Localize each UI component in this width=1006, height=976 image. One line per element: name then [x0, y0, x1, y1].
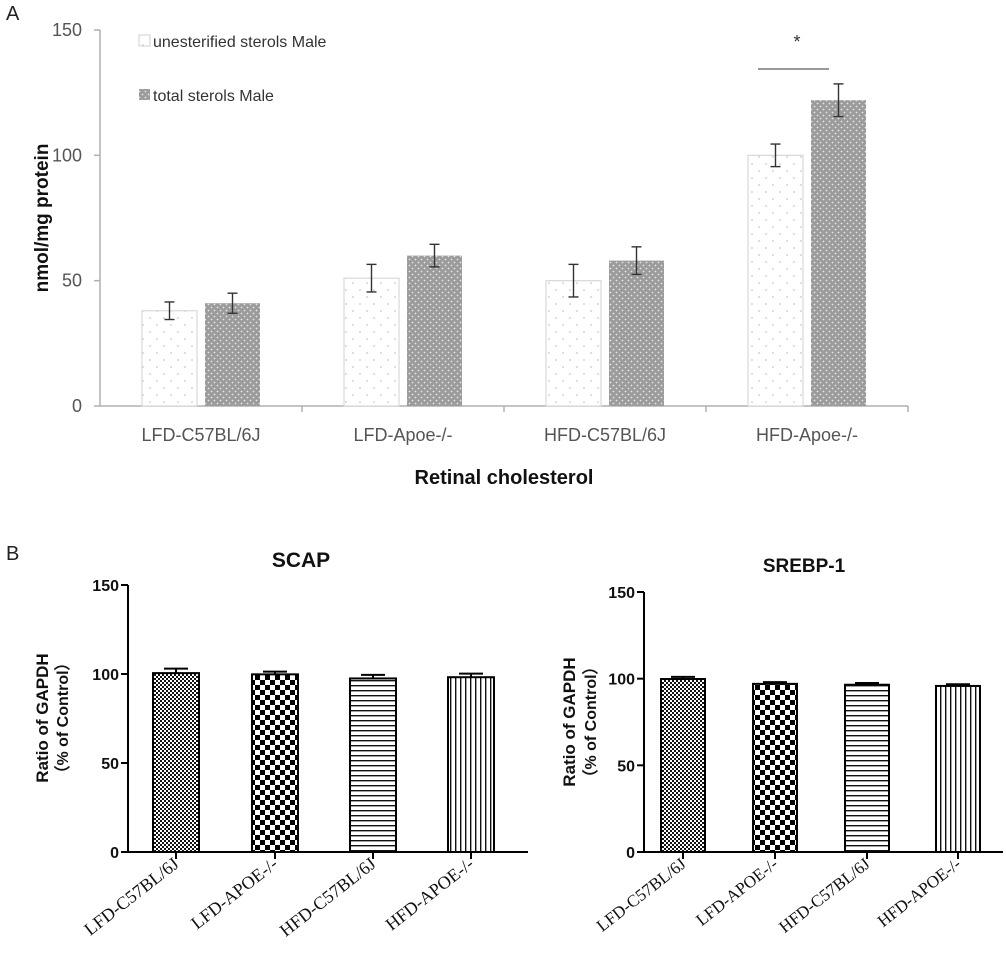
bar-a-total-sterols-male-lfd-c57bl-6j [205, 303, 260, 406]
panel-label-a: A [6, 3, 20, 25]
chart-br-xtick-label: LFD-APOE-/- [692, 854, 781, 930]
chart-bl-xtick-label: LFD-C57BL/6J [80, 853, 182, 939]
significance-star: * [793, 32, 800, 52]
chart-a: 0 50 100 150 LFD-C57BL/6J LFD-Apoe-/- HFD-C57… [32, 20, 909, 489]
chart-bl-ytick-label: 0 [110, 845, 119, 862]
chart-bl-ytick-label: 50 [101, 756, 119, 773]
bar-br-lfd-c57bl-6j [660, 678, 706, 853]
chart-a-xtick-label: HFD-Apoe-/- [756, 425, 858, 445]
chart-a-ylabel: nmol/mg protein [32, 144, 53, 293]
chart-br-ytick-label: 0 [626, 845, 635, 862]
chart-a-xtick-label: LFD-Apoe-/- [353, 425, 452, 445]
chart-b-right: SREBP-1 0 50 100 150 LFD-C57BL/6J LFD-APOE-/… [560, 556, 1003, 937]
chart-a-xtick-label: HFD-C57BL/6J [544, 425, 666, 445]
bar-a-unesterified-sterols-male-hfd-apoe [747, 154, 804, 407]
chart-bl-ytick-label: 150 [92, 578, 119, 595]
chart-b-right-ylabel: Ratio of GAPDH [560, 657, 579, 786]
chart-br-ytick-label: 50 [617, 758, 635, 775]
chart-bl-xtick-label: LFD-APOE-/- [187, 853, 281, 933]
chart-a-ytick-label: 150 [52, 20, 82, 40]
bar-br-hfd-apoe [935, 684, 981, 853]
chart-b-left-title: SCAP [272, 549, 330, 572]
chart-a-ytick-label: 100 [52, 145, 82, 165]
bar-a-total-sterols-male-lfd-apoe [407, 255, 462, 406]
bar-a-total-sterols-male-hfd-apoe [811, 100, 866, 406]
chart-a-legend: unesterified sterols Male total sterols … [138, 34, 327, 105]
legend-swatch-unesterified [138, 34, 151, 47]
chart-a-xtick-label: LFD-C57BL/6J [141, 425, 260, 445]
bar-br-lfd-apoe [752, 682, 798, 853]
chart-bl-xtick-label: HFD-APOE-/- [382, 853, 478, 934]
bar-a-unesterified-sterols-male-lfd-apoe [343, 277, 400, 407]
chart-br-ytick-label: 100 [608, 672, 635, 689]
chart-b-right-title: SREBP-1 [763, 556, 846, 577]
chart-br-ytick-label: 150 [608, 585, 635, 602]
bar-bl-hfd-c57bl-6j [349, 677, 397, 854]
legend-swatch-total [139, 89, 150, 100]
legend-label-unesterified: unesterified sterols Male [153, 34, 327, 51]
panel-label-b: B [6, 543, 19, 565]
bar-a-total-sterols-male-hfd-c57bl-6j [609, 260, 664, 406]
bar-br-hfd-c57bl-6j [844, 683, 890, 853]
chart-a-ytick-label: 50 [62, 271, 82, 291]
legend-label-total: total sterols Male [153, 88, 274, 105]
bar-a-unesterified-sterols-male-lfd-c57bl-6j [141, 310, 198, 407]
chart-b-left-ylabel: Ratio of GAPDH [33, 653, 52, 782]
bar-bl-lfd-c57bl-6j [152, 672, 200, 853]
chart-br-xtick-label: HFD-APOE-/- [874, 854, 965, 931]
chart-a-ytick-label: 0 [72, 396, 82, 416]
bar-bl-hfd-apoe [447, 676, 495, 853]
chart-bl-ytick-label: 100 [92, 667, 119, 684]
bar-bl-lfd-apoe [251, 673, 299, 854]
chart-br-xtick-label: LFD-C57BL/6J [593, 854, 690, 936]
chart-b-left-ylabel-sub: （% of Control） [54, 654, 72, 781]
chart-a-xlabel: Retinal cholesterol [415, 467, 594, 489]
chart-b-right-ylabel-sub: （% of Control） [582, 658, 600, 785]
chart-br-xtick-label: HFD-C57BL/6J [775, 854, 873, 937]
chart-bl-xtick-label: HFD-C57BL/6J [276, 853, 380, 940]
bar-a-unesterified-sterols-male-hfd-c57bl-6j [545, 280, 602, 407]
